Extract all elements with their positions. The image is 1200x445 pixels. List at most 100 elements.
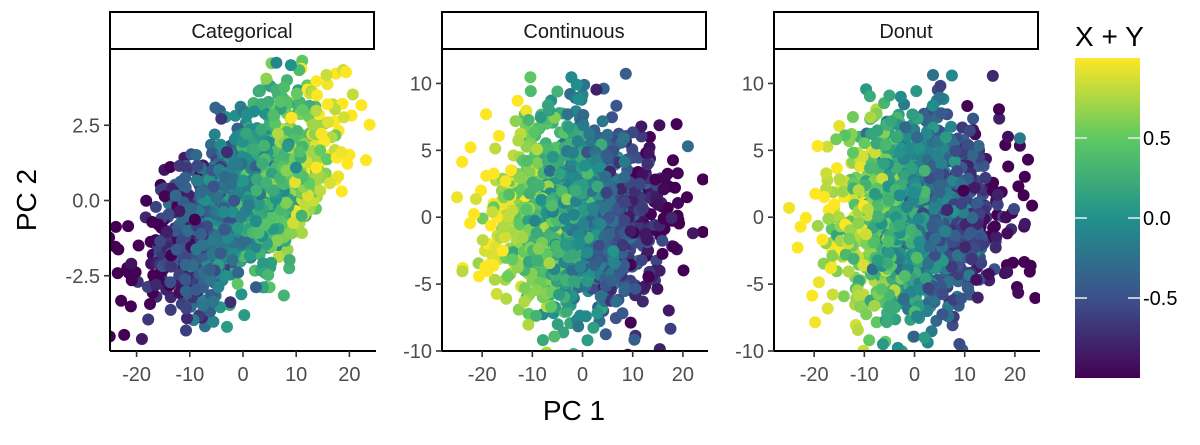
scatter-point (616, 239, 629, 252)
scatter-point (858, 137, 871, 150)
scatter-point (913, 142, 926, 155)
scatter-point (966, 211, 979, 224)
scatter-point (553, 168, 566, 181)
scatter-point (524, 85, 537, 98)
scatter-point (561, 361, 573, 373)
scatter-point (662, 304, 675, 317)
scatter-point (847, 146, 859, 159)
scatter-point (540, 346, 553, 351)
scatter-point (476, 234, 489, 247)
scatter-point (870, 137, 883, 150)
scatter-point (939, 131, 952, 144)
scatter-point (164, 303, 177, 316)
x-tick-label: -10 (850, 364, 879, 386)
scatter-point (240, 127, 253, 140)
scatter-point (1018, 170, 1031, 183)
x-axis-label: PC 1 (543, 395, 605, 426)
scatter-point (863, 90, 876, 103)
scatter-point (1018, 256, 1031, 268)
scatter-point (600, 186, 613, 199)
scatter-point (207, 180, 220, 193)
scatter-point (590, 83, 603, 96)
scatter-point (945, 69, 958, 82)
scatter-point (652, 198, 664, 211)
scatter-point (963, 124, 976, 137)
scatter-point (250, 281, 262, 294)
scatter-point (281, 140, 294, 152)
scatter-point (671, 167, 684, 180)
scatter-point (257, 257, 270, 270)
scatter-point (499, 231, 511, 244)
scatter-point (258, 139, 271, 152)
scatter-point (912, 213, 925, 225)
scatter-point (528, 126, 541, 139)
scatter-point (922, 257, 935, 270)
scatter-point (513, 171, 526, 184)
scatter-point (591, 307, 604, 320)
scatter-point (592, 239, 605, 252)
scatter-point (142, 313, 155, 326)
scatter-point (653, 343, 666, 351)
scatter-point (164, 276, 177, 289)
scatter-point (603, 228, 616, 241)
scatter-point (809, 187, 822, 200)
scatter-point (578, 159, 591, 172)
scatter-point (594, 161, 607, 174)
scatter-point (991, 188, 1004, 201)
scatter-point (110, 220, 122, 233)
scatter-point (196, 239, 209, 251)
scatter-point (833, 120, 846, 132)
scatter-point (618, 259, 630, 272)
scatter-point (122, 220, 135, 233)
scatter-point (1013, 132, 1026, 145)
y-tick-label: -10 (735, 341, 764, 363)
scatter-point (243, 249, 256, 262)
scatter-point (481, 265, 494, 277)
scatter-point (658, 172, 671, 185)
scatter-point (179, 273, 192, 286)
scatter-point (180, 324, 192, 337)
scatter-point (567, 146, 579, 159)
scatter-point (272, 127, 284, 140)
scatter-point (906, 108, 919, 121)
scatter-point (335, 146, 348, 159)
axes-categorical: -20 -10 0 10 202.50.0-2.5 (66, 50, 376, 386)
scatter-point (181, 312, 193, 325)
scatter-point (250, 184, 263, 197)
scatter-point (830, 133, 843, 146)
scatter-point (636, 168, 649, 181)
scatter-point (320, 69, 333, 81)
scatter-point (530, 309, 543, 322)
scatter-point (864, 111, 877, 124)
scatter-point (323, 177, 336, 190)
scatter-point (1002, 130, 1014, 143)
scatter-point (467, 208, 480, 220)
scatter-point (520, 140, 533, 153)
scatter-point (968, 181, 981, 194)
scatter-point (572, 93, 585, 106)
scatter-point (891, 341, 904, 351)
scatter-point (971, 196, 984, 209)
scatter-point (211, 191, 224, 204)
scatter-point (516, 231, 529, 244)
scatter-point (310, 161, 323, 174)
scatter-point (877, 338, 889, 351)
scatter-point (125, 257, 138, 270)
scatter-point (528, 214, 541, 227)
scatter-point (868, 188, 881, 200)
scatter-point (486, 206, 499, 218)
scatter-point (531, 143, 543, 156)
scatter-point (949, 144, 962, 157)
scatter-point (221, 146, 233, 159)
scatter-point (607, 245, 620, 258)
scatter-point (681, 140, 694, 153)
scatter-point (615, 183, 628, 195)
scatter-point (512, 134, 525, 147)
scatter-point (518, 282, 531, 295)
scatter-point (215, 112, 228, 125)
scatter-point (252, 199, 265, 211)
y-tick-label: 5 (421, 140, 432, 162)
